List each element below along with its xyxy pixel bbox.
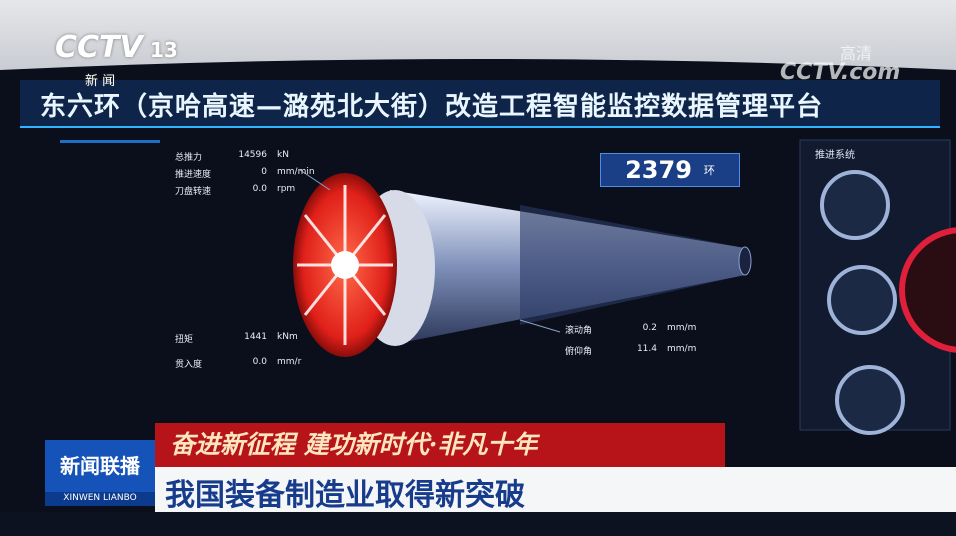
ticker-headline: 我国装备制造业取得新突破 [165,478,525,513]
param-name: 俯仰角 [565,347,593,357]
param-value: 0.2 [642,323,657,333]
channel-number: 13 [150,38,178,62]
watermark-logo: CCTV.com [780,60,901,85]
param: 扭矩 1441 kNm [175,332,298,345]
param-unit: kN [277,150,289,160]
param-value: 11.4 [636,344,657,354]
ring-box: 2379 环 [600,153,740,187]
param: 推进速度 0 mm/min [175,167,315,180]
param: 贯入度 0.0 mm/r [175,357,301,370]
param-name: 总推力 [175,153,203,163]
param-unit: rpm [277,184,296,194]
param-unit: mm/m [667,344,697,354]
param: 总推力 14596 kN [175,150,289,163]
param-value: 0.0 [252,357,267,367]
dashboard-title: 东六环（京哈高速—潞苑北大街）改造工程智能监控数据管理平台 [40,92,824,122]
channel-logo: CCTV [55,30,143,65]
param-value: 14596 [238,150,267,160]
param: 滚动角 0.2 mm/m [565,323,696,336]
param-name: 贯入度 [175,360,203,370]
program-name: 新闻联播 [60,454,140,478]
param-value: 1441 [244,332,267,342]
param-value: 0.0 [252,184,267,194]
ring-value: 2379 [625,156,692,184]
ticker-slogan: 奋进新征程 建功新时代·非凡十年 [170,430,538,459]
param-unit: mm/m [667,323,697,333]
channel-label: 新 闻 [85,74,116,89]
watermark-label: 高清 [840,44,873,63]
panel-title: 推进系统 [815,150,855,161]
param-unit: mm/min [277,167,315,177]
param-unit: mm/r [277,357,302,367]
param-name: 滚动角 [565,326,593,336]
param: 俯仰角 11.4 mm/m [565,344,696,357]
program-pinyin: XINWEN LIANBO [63,493,137,503]
param: 刀盘转速 0.0 rpm [175,184,295,197]
param-name: 推进速度 [175,170,212,180]
param-unit: kNm [277,332,298,342]
ring-unit: 环 [703,164,715,177]
param-name: 扭矩 [175,335,194,345]
param-value: 0 [261,167,267,177]
param-name: 刀盘转速 [175,187,212,197]
